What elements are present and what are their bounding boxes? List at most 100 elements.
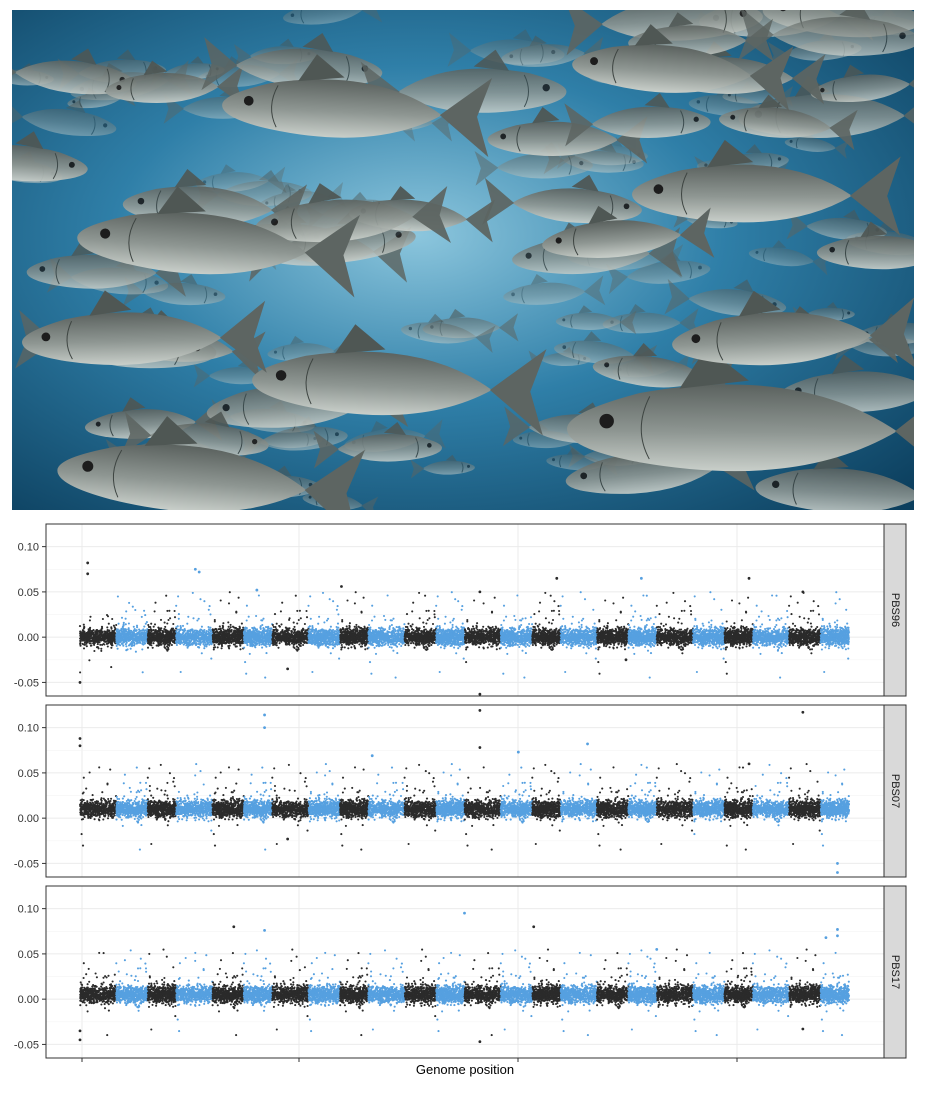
snp-point <box>290 630 292 632</box>
snp-point <box>83 630 85 632</box>
snp-point <box>214 635 216 637</box>
snp-point <box>153 634 155 636</box>
snp-point <box>223 642 225 644</box>
snp-point <box>228 641 230 643</box>
snp-point <box>185 632 187 634</box>
snp-point <box>215 642 217 644</box>
snp-point <box>349 641 351 643</box>
snp-point <box>79 671 81 673</box>
snp-point <box>244 626 246 628</box>
fish-school-photo <box>12 10 914 510</box>
snp-point <box>294 629 296 631</box>
snp-point <box>184 642 186 644</box>
snp-point <box>256 633 258 635</box>
snp-point <box>256 637 258 639</box>
snp-point <box>293 644 295 646</box>
snp-point <box>221 647 223 649</box>
snp-point <box>125 629 127 631</box>
snp-point <box>227 636 229 638</box>
snp-point <box>132 606 134 608</box>
snp-point <box>363 628 365 630</box>
snp-point <box>173 632 175 634</box>
snp-point <box>280 631 282 633</box>
snp-point <box>94 636 96 638</box>
snp-point <box>321 629 323 631</box>
snp-point <box>182 625 184 627</box>
snp-point <box>165 636 167 638</box>
snp-point <box>304 636 306 638</box>
snp-point <box>338 629 340 631</box>
snp-point <box>82 638 84 640</box>
snp-point <box>352 629 354 631</box>
snp-point <box>201 634 203 636</box>
snp-point <box>263 644 265 646</box>
snp-point <box>262 630 264 632</box>
snp-point <box>152 642 154 644</box>
snp-point <box>300 642 302 644</box>
snp-point <box>275 628 277 630</box>
snp-point <box>259 639 261 641</box>
snp-point <box>188 642 190 644</box>
snp-point <box>280 610 282 612</box>
snp-point <box>297 632 299 634</box>
snp-point <box>354 626 356 628</box>
snp-point <box>169 642 171 644</box>
snp-point <box>217 646 219 648</box>
snp-point <box>218 642 220 644</box>
snp-point <box>205 645 207 647</box>
snp-point <box>214 620 216 622</box>
snp-point <box>213 648 215 650</box>
snp-point <box>192 617 194 619</box>
snp-point <box>85 640 87 642</box>
snp-point <box>176 631 178 633</box>
snp-point <box>102 638 104 640</box>
snp-point <box>250 639 252 641</box>
snp-point <box>148 639 150 641</box>
snp-point <box>147 634 149 636</box>
snp-point <box>253 641 255 643</box>
snp-point <box>366 628 368 630</box>
snp-point <box>221 642 223 644</box>
snp-point <box>156 635 158 637</box>
snp-point <box>153 631 155 633</box>
snp-point <box>362 630 364 632</box>
snp-point <box>308 637 310 639</box>
snp-point <box>205 635 207 637</box>
snp-point <box>164 644 166 646</box>
snp-point <box>274 613 276 615</box>
snp-point <box>361 645 363 647</box>
snp-point <box>325 637 327 639</box>
snp-point <box>296 640 298 642</box>
snp-point <box>262 639 264 641</box>
snp-point <box>235 629 237 631</box>
snp-point <box>352 636 354 638</box>
snp-point <box>346 625 348 627</box>
snp-point <box>310 618 312 620</box>
snp-point <box>272 629 274 631</box>
snp-point <box>178 618 180 620</box>
snp-point <box>216 634 218 636</box>
snp-point <box>310 639 312 641</box>
snp-point <box>241 635 243 637</box>
snp-point <box>337 613 339 615</box>
snp-point <box>209 627 211 629</box>
snp-point <box>334 636 336 638</box>
snp-point <box>89 616 91 618</box>
snp-point <box>278 633 280 635</box>
snp-point <box>300 617 302 619</box>
snp-point <box>125 610 127 612</box>
snp-point <box>364 632 366 634</box>
snp-point <box>85 635 87 637</box>
snp-point <box>203 600 205 602</box>
snp-point <box>340 642 342 644</box>
snp-point <box>228 639 230 641</box>
snp-point <box>230 630 232 632</box>
snp-point <box>107 630 109 632</box>
snp-point <box>97 636 99 638</box>
snp-point <box>200 639 202 641</box>
snp-point <box>317 645 319 647</box>
snp-point <box>327 647 329 649</box>
snp-point <box>356 628 358 630</box>
snp-point <box>167 635 169 637</box>
snp-point <box>350 646 352 648</box>
